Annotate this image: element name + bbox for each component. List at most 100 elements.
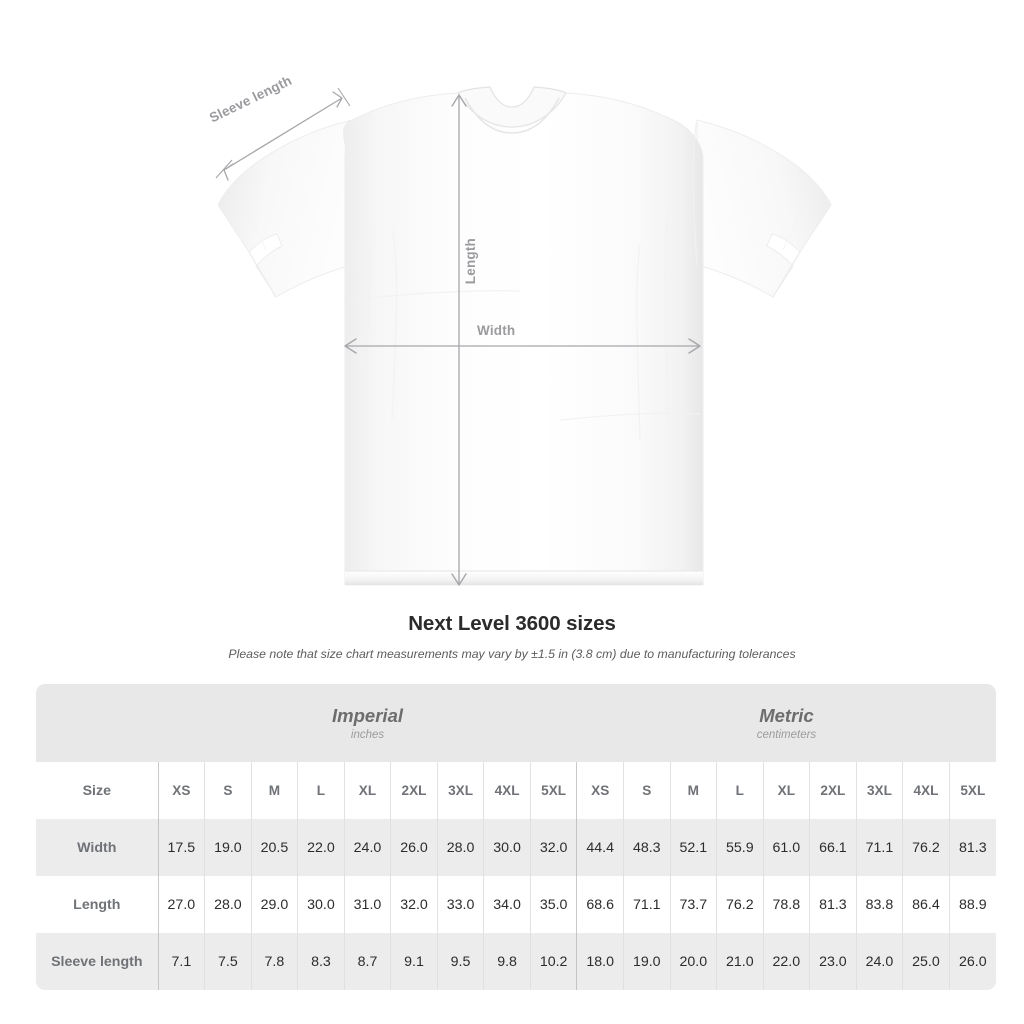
size-cell-imperial-2: M: [250, 762, 298, 819]
length-arrow: [451, 94, 467, 586]
table-row-sleeve-length: Sleeve length 7.1 7.5 7.8 8.3 8.7 9.1 9.…: [36, 933, 996, 990]
length-metric-0: 68.6: [576, 876, 624, 933]
size-cell-imperial-8: 5XL: [529, 762, 577, 819]
size-cell-imperial-5: 2XL: [390, 762, 438, 819]
length-metric-6: 83.8: [855, 876, 903, 933]
sleeve-metric-7: 25.0: [902, 933, 950, 990]
sleeve-imperial-4: 8.7: [343, 933, 391, 990]
sleeve-imperial-6: 9.5: [436, 933, 484, 990]
width-metric-2: 52.1: [669, 819, 717, 876]
length-metric-1: 71.1: [622, 876, 671, 933]
sleeve-metric-0: 18.0: [576, 933, 624, 990]
sleeve-imperial-3: 8.3: [297, 933, 345, 990]
sleeve-metric-3: 21.0: [716, 933, 764, 990]
sleeve-imperial-0: 7.1: [157, 933, 205, 990]
row-label-sleeve-length: Sleeve length: [36, 933, 159, 990]
width-label: Width: [477, 323, 516, 338]
width-metric-7: 76.2: [902, 819, 950, 876]
width-arrow: [344, 338, 701, 354]
length-imperial-4: 31.0: [343, 876, 391, 933]
unit-header-metric: Metric centimeters: [576, 684, 996, 762]
length-imperial-5: 32.0: [390, 876, 438, 933]
tshirt-diagram: Sleeve length Length Width: [207, 72, 832, 586]
size-cell-metric-0: XS: [576, 762, 624, 819]
sleeve-length-arrow: [215, 87, 351, 181]
unit-header-imperial: Imperial inches: [158, 684, 577, 762]
row-label-length: Length: [36, 876, 159, 933]
unit-header-row: Imperial inches Metric centimeters: [36, 684, 996, 762]
table-row-width: Width 17.5 19.0 20.5 22.0 24.0 26.0 28.0…: [36, 819, 996, 876]
size-cell-imperial-0: XS: [157, 762, 205, 819]
width-metric-0: 44.4: [576, 819, 624, 876]
heading-block: Next Level 3600 sizes Please note that s…: [0, 612, 1024, 661]
unit-sub-metric: centimeters: [756, 729, 817, 742]
size-cell-imperial-6: 3XL: [436, 762, 484, 819]
sleeve-metric-4: 22.0: [762, 933, 810, 990]
row-label-width: Width: [36, 819, 159, 876]
shirt-shape: [217, 86, 832, 586]
sleeve-metric-8: 26.0: [948, 933, 996, 990]
unit-name-metric: Metric: [759, 704, 814, 726]
size-chart-table: Imperial inches Metric centimeters Size …: [36, 684, 996, 990]
width-imperial-0: 17.5: [157, 819, 205, 876]
length-imperial-8: 35.0: [529, 876, 577, 933]
size-chart-table-wrap: Imperial inches Metric centimeters Size …: [36, 684, 996, 990]
width-metric-4: 61.0: [762, 819, 810, 876]
width-metric-8: 81.3: [948, 819, 996, 876]
width-metric-3: 55.9: [716, 819, 764, 876]
length-metric-2: 73.7: [669, 876, 717, 933]
length-metric-5: 81.3: [809, 876, 857, 933]
sleeve-imperial-8: 10.2: [529, 933, 577, 990]
sleeve-metric-1: 19.0: [622, 933, 671, 990]
unit-name-imperial: Imperial: [332, 704, 403, 726]
sleeve-imperial-7: 9.8: [483, 933, 531, 990]
width-metric-1: 48.3: [622, 819, 671, 876]
unit-header-spacer: [36, 684, 159, 762]
size-cell-imperial-1: S: [204, 762, 252, 819]
size-cell-metric-2: M: [669, 762, 717, 819]
width-imperial-6: 28.0: [436, 819, 484, 876]
length-metric-4: 78.8: [762, 876, 810, 933]
length-metric-7: 86.4: [902, 876, 950, 933]
length-metric-3: 76.2: [716, 876, 764, 933]
width-metric-5: 66.1: [809, 819, 857, 876]
tshirt-illustration: [215, 86, 832, 586]
size-cell-metric-6: 3XL: [855, 762, 903, 819]
sleeve-metric-6: 24.0: [855, 933, 903, 990]
width-imperial-2: 20.5: [250, 819, 298, 876]
measurement-arrows: [215, 87, 701, 586]
size-cell-metric-5: 2XL: [809, 762, 857, 819]
sleeve-metric-5: 23.0: [809, 933, 857, 990]
width-imperial-4: 24.0: [343, 819, 391, 876]
length-imperial-7: 34.0: [483, 876, 531, 933]
length-label: Length: [463, 238, 478, 285]
unit-sub-imperial: inches: [350, 729, 385, 742]
size-cell-metric-8: 5XL: [948, 762, 996, 819]
sleeve-imperial-5: 9.1: [390, 933, 438, 990]
tolerance-note: Please note that size chart measurements…: [228, 647, 796, 661]
length-imperial-1: 28.0: [204, 876, 252, 933]
size-cell-imperial-4: XL: [343, 762, 391, 819]
size-cell-imperial-3: L: [297, 762, 345, 819]
width-imperial-7: 30.0: [483, 819, 531, 876]
width-imperial-5: 26.0: [390, 819, 438, 876]
table-row-size: Size XS S M L XL 2XL 3XL 4XL 5XL XS S M …: [36, 762, 996, 819]
size-cell-metric-1: S: [622, 762, 671, 819]
size-cell-metric-4: XL: [762, 762, 810, 819]
table-row-length: Length 27.0 28.0 29.0 30.0 31.0 32.0 33.…: [36, 876, 996, 933]
size-cell-metric-7: 4XL: [902, 762, 950, 819]
length-metric-8: 88.9: [948, 876, 996, 933]
size-cell-imperial-7: 4XL: [483, 762, 531, 819]
length-imperial-6: 33.0: [436, 876, 484, 933]
sleeve-imperial-1: 7.5: [204, 933, 252, 990]
page-title: Next Level 3600 sizes: [408, 612, 616, 635]
size-cell-metric-3: L: [716, 762, 764, 819]
sleeve-imperial-2: 7.8: [250, 933, 298, 990]
width-imperial-1: 19.0: [204, 819, 252, 876]
row-label-size: Size: [36, 762, 159, 819]
length-imperial-2: 29.0: [250, 876, 298, 933]
length-imperial-0: 27.0: [157, 876, 205, 933]
width-metric-6: 71.1: [855, 819, 903, 876]
width-imperial-3: 22.0: [297, 819, 345, 876]
width-imperial-8: 32.0: [529, 819, 577, 876]
